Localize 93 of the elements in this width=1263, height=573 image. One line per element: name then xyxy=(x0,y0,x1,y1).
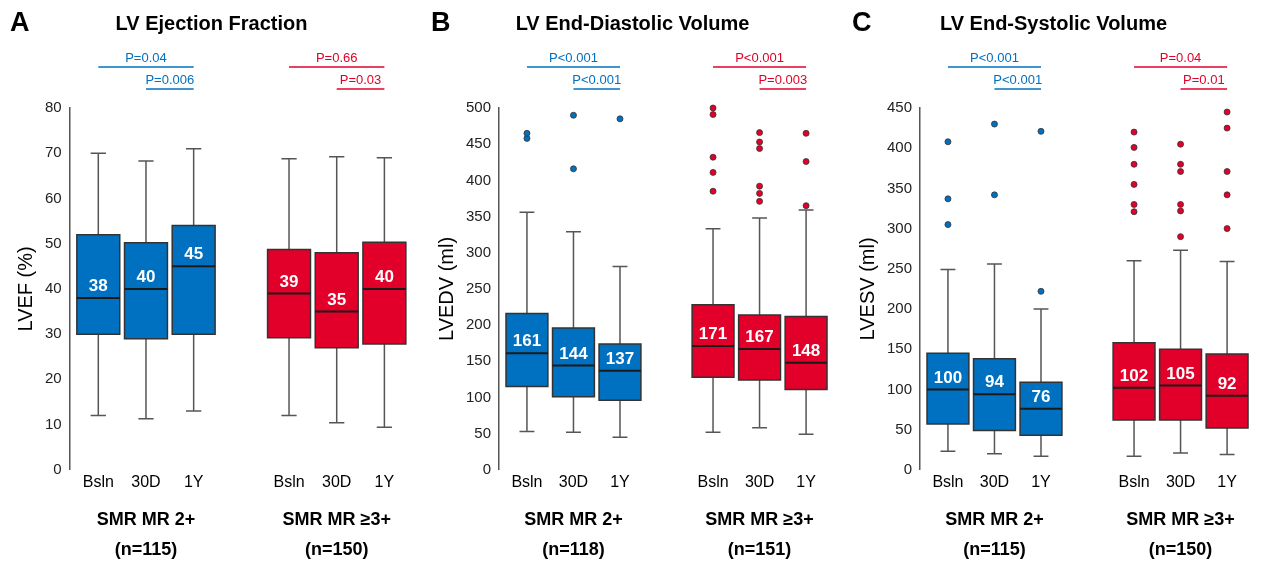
text: 39 xyxy=(279,271,299,291)
x-tick-label: 30D xyxy=(744,472,775,490)
y-tick-label: 30 xyxy=(45,324,62,342)
y-tick-label: 100 xyxy=(887,379,913,397)
y-tick-label: 80 xyxy=(45,98,62,116)
x-tick-label: 30D xyxy=(1165,472,1196,490)
text: P=0.03 xyxy=(339,72,382,88)
chart-title: LV End-Diastolic Volume xyxy=(515,11,750,34)
y-tick-label: 250 xyxy=(466,279,492,297)
text: P=0.04 xyxy=(1159,50,1202,66)
text: A xyxy=(10,6,30,37)
text: B xyxy=(431,6,451,37)
y-tick-label: 250 xyxy=(887,258,913,276)
text: P<0.001 xyxy=(993,72,1043,88)
y-tick-label: 300 xyxy=(887,218,913,236)
y-tick-label: 10 xyxy=(45,414,62,432)
text: 94 xyxy=(985,372,1004,392)
text: P<0.001 xyxy=(549,50,598,66)
y-tick-label: 350 xyxy=(887,178,913,196)
x-tick-label: Bsln xyxy=(697,472,729,490)
x-tick-label: Bsln xyxy=(273,472,305,490)
x-tick-label: Bsln xyxy=(511,472,543,490)
chart-title: LV Ejection Fraction xyxy=(115,11,308,34)
y-tick-label: 200 xyxy=(466,315,492,333)
text: P<0.001 xyxy=(970,50,1019,66)
x-tick-label: 1Y xyxy=(796,472,817,490)
y-tick-label: 400 xyxy=(466,170,492,188)
text: 38 xyxy=(88,276,108,296)
text: 45 xyxy=(184,244,204,264)
y-tick-label: 20 xyxy=(45,369,62,387)
text: 161 xyxy=(512,331,542,351)
text: P=0.66 xyxy=(315,50,358,66)
y-axis-title: LVEF (%) xyxy=(13,246,36,332)
text: SMR MR 2+ (n=118) xyxy=(524,508,623,559)
y-tick-label: 450 xyxy=(466,134,492,152)
text: SMR MR 2+ (n=115) xyxy=(945,508,1044,559)
y-tick-label: 50 xyxy=(45,233,62,251)
text: SMR MR 2+ (n=115) xyxy=(96,508,196,559)
x-tick-label: 1Y xyxy=(610,472,631,490)
y-axis-title: LVESV (ml) xyxy=(855,237,878,341)
text: 102 xyxy=(1119,365,1149,385)
y-tick-label: 60 xyxy=(45,188,62,206)
x-tick-label: 1Y xyxy=(374,472,395,490)
text: 167 xyxy=(745,327,774,347)
y-tick-label: 70 xyxy=(45,143,62,161)
y-tick-label: 450 xyxy=(887,98,913,116)
text: SMR MR ≥3+ (n=151) xyxy=(705,508,814,559)
text: 171 xyxy=(698,324,728,344)
x-tick-label: 30D xyxy=(979,472,1010,490)
text: P=0.006 xyxy=(145,72,195,88)
text: 76 xyxy=(1031,386,1051,406)
text: 137 xyxy=(605,348,635,368)
text: 40 xyxy=(374,267,394,287)
text: P<0.001 xyxy=(572,72,622,88)
text: SMR MR ≥3+ (n=150) xyxy=(282,508,391,559)
x-tick-label: 30D xyxy=(322,472,352,490)
y-tick-label: 50 xyxy=(895,419,913,437)
text: P=0.003 xyxy=(758,72,808,88)
y-tick-label: 150 xyxy=(466,351,492,369)
y-tick-label: 100 xyxy=(466,387,492,405)
y-axis-title: LVEDV (ml) xyxy=(434,236,457,341)
y-tick-label: 0 xyxy=(53,459,62,477)
y-tick-label: 500 xyxy=(466,98,492,116)
text: 35 xyxy=(327,289,347,309)
x-tick-label: 1Y xyxy=(1217,472,1238,490)
y-tick-label: 350 xyxy=(466,206,492,224)
y-tick-label: 50 xyxy=(474,423,492,441)
x-tick-label: Bsln xyxy=(1118,472,1150,490)
text: 105 xyxy=(1166,363,1195,383)
y-tick-label: 0 xyxy=(903,459,913,477)
x-tick-label: 1Y xyxy=(1031,472,1052,490)
x-tick-label: 30D xyxy=(131,472,161,490)
x-tick-label: Bsln xyxy=(82,472,114,490)
x-tick-label: 30D xyxy=(558,472,589,490)
y-tick-label: 200 xyxy=(887,299,913,317)
y-tick-label: 300 xyxy=(466,242,492,260)
text: 92 xyxy=(1217,374,1237,394)
x-tick-label: 1Y xyxy=(183,472,204,490)
text: P=0.04 xyxy=(125,50,167,66)
text: 148 xyxy=(791,340,821,360)
y-tick-label: 40 xyxy=(45,279,62,297)
y-tick-label: 400 xyxy=(887,138,913,156)
text: 100 xyxy=(933,367,963,387)
y-tick-label: 150 xyxy=(887,339,913,357)
text: P<0.001 xyxy=(735,50,784,66)
text: C xyxy=(852,6,872,37)
chart-title: LV End-Systolic Volume xyxy=(939,11,1168,34)
text: 144 xyxy=(559,343,588,363)
text: P=0.01 xyxy=(1183,72,1225,88)
x-tick-label: Bsln xyxy=(932,472,964,490)
text: SMR MR ≥3+ (n=150) xyxy=(1126,508,1235,559)
text: 40 xyxy=(136,267,156,287)
y-tick-label: 0 xyxy=(482,459,492,477)
